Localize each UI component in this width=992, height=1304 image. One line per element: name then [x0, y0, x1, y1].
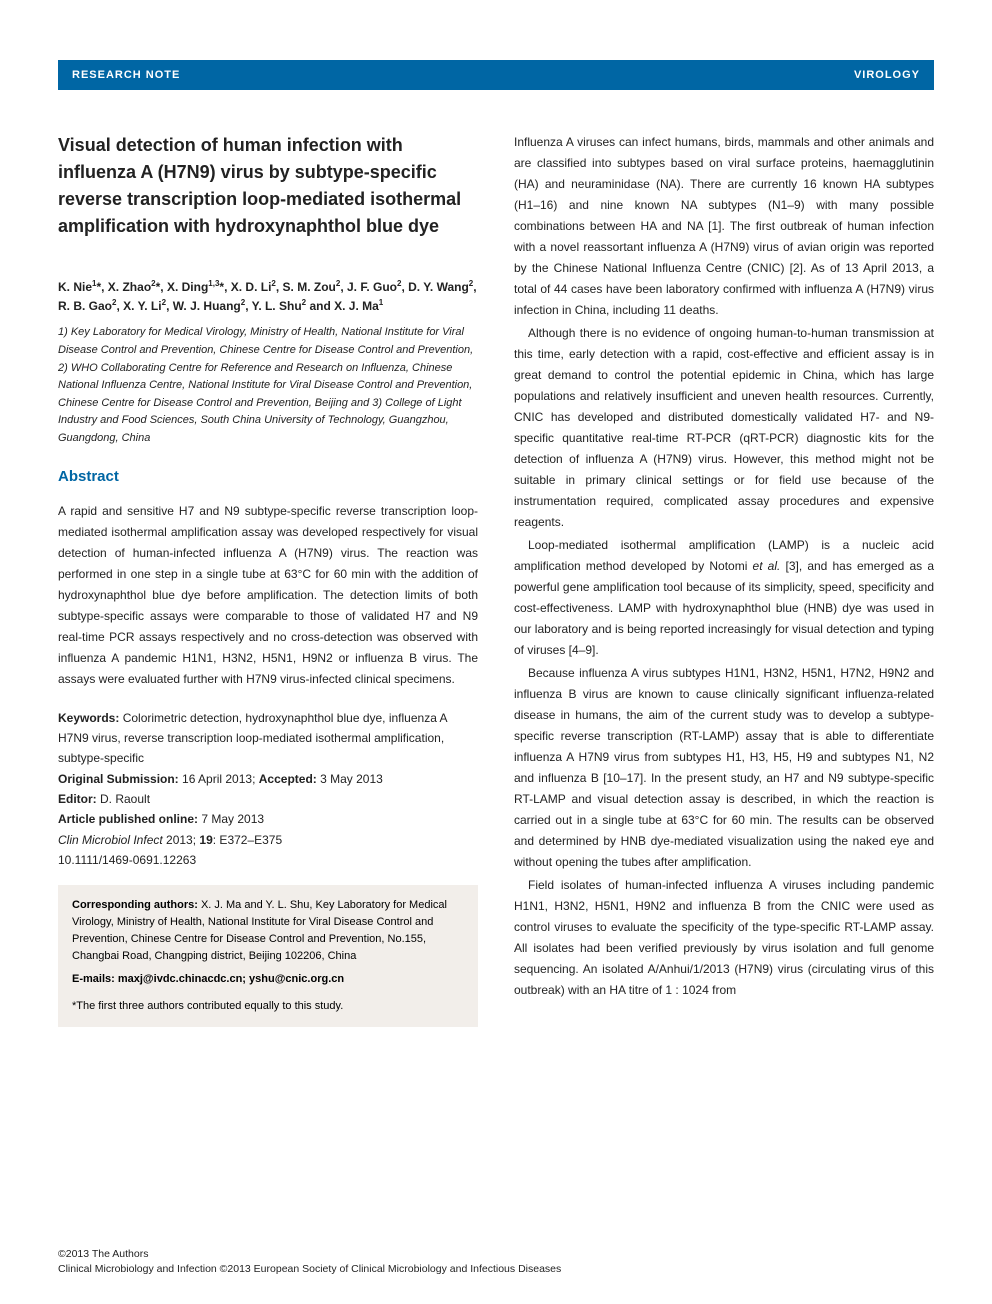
- metadata-block: Keywords: Colorimetric detection, hydrox…: [58, 708, 478, 871]
- journal-name: Clin Microbiol Infect: [58, 833, 163, 847]
- affiliations: 1) Key Laboratory for Medical Virology, …: [58, 324, 478, 447]
- published-date: 7 May 2013: [198, 812, 264, 826]
- accepted-date: 3 May 2013: [317, 772, 383, 786]
- body-p3-post: [3], and has emerged as a powerful gene …: [514, 559, 934, 657]
- accepted-label: Accepted:: [259, 772, 317, 786]
- corr-note: *The first three authors contributed equ…: [72, 998, 464, 1015]
- footer-line1: ©2013 The Authors: [58, 1247, 561, 1263]
- corr-text-block: Corresponding authors: X. J. Ma and Y. L…: [72, 897, 464, 965]
- abstract-heading: Abstract: [58, 468, 478, 485]
- body-p3-ital: et al.: [753, 559, 781, 573]
- submission-line: Original Submission: 16 April 2013; Acce…: [58, 769, 478, 789]
- submission-label: Original Submission:: [58, 772, 179, 786]
- content-columns: Visual detection of human infection with…: [58, 132, 934, 1027]
- body-p1: Influenza A viruses can infect humans, b…: [514, 132, 934, 321]
- footer-line2: Clinical Microbiology and Infection ©201…: [58, 1262, 561, 1278]
- published-line: Article published online: 7 May 2013: [58, 809, 478, 829]
- editor-label: Editor:: [58, 792, 97, 806]
- doi: 10.1111/1469-0691.12263: [58, 850, 478, 870]
- body-p4: Because influenza A virus subtypes H1N1,…: [514, 663, 934, 873]
- volume: 19: [199, 833, 212, 847]
- body-p3: Loop-mediated isothermal amplification (…: [514, 535, 934, 661]
- published-label: Article published online:: [58, 812, 198, 826]
- pages: : E372–E375: [213, 833, 282, 847]
- corr-label: Corresponding authors:: [72, 899, 198, 911]
- corr-emails-line: E-mails: maxj@ivdc.chinacdc.cn; yshu@cni…: [72, 971, 464, 988]
- body-p5: Field isolates of human-infected influen…: [514, 875, 934, 1001]
- citation-year: 2013;: [163, 833, 200, 847]
- corresponding-authors-box: Corresponding authors: X. J. Ma and Y. L…: [58, 885, 478, 1027]
- editor-line: Editor: D. Raoult: [58, 789, 478, 809]
- emails-label: E-mails:: [72, 973, 115, 985]
- authors: K. Nie1*, X. Zhao2*, X. Ding1,3*, X. D. …: [58, 278, 478, 316]
- header-bar: RESEARCH NOTE VIROLOGY: [58, 60, 934, 90]
- citation-line: Clin Microbiol Infect 2013; 19: E372–E37…: [58, 830, 478, 850]
- left-column: Visual detection of human infection with…: [58, 132, 478, 1027]
- keywords-line: Keywords: Colorimetric detection, hydrox…: [58, 708, 478, 769]
- submission-date: 16 April 2013;: [179, 772, 259, 786]
- header-right: VIROLOGY: [854, 69, 920, 81]
- body-p2: Although there is no evidence of ongoing…: [514, 323, 934, 533]
- abstract-text: A rapid and sensitive H7 and N9 subtype-…: [58, 501, 478, 690]
- right-column: Influenza A viruses can infect humans, b…: [514, 132, 934, 1027]
- editor-name: D. Raoult: [97, 792, 150, 806]
- footer: ©2013 The Authors Clinical Microbiology …: [58, 1247, 561, 1279]
- article-title: Visual detection of human infection with…: [58, 132, 478, 240]
- emails: maxj@ivdc.chinacdc.cn; yshu@cnic.org.cn: [115, 973, 344, 985]
- keywords-label: Keywords:: [58, 711, 119, 725]
- header-left: RESEARCH NOTE: [72, 69, 180, 81]
